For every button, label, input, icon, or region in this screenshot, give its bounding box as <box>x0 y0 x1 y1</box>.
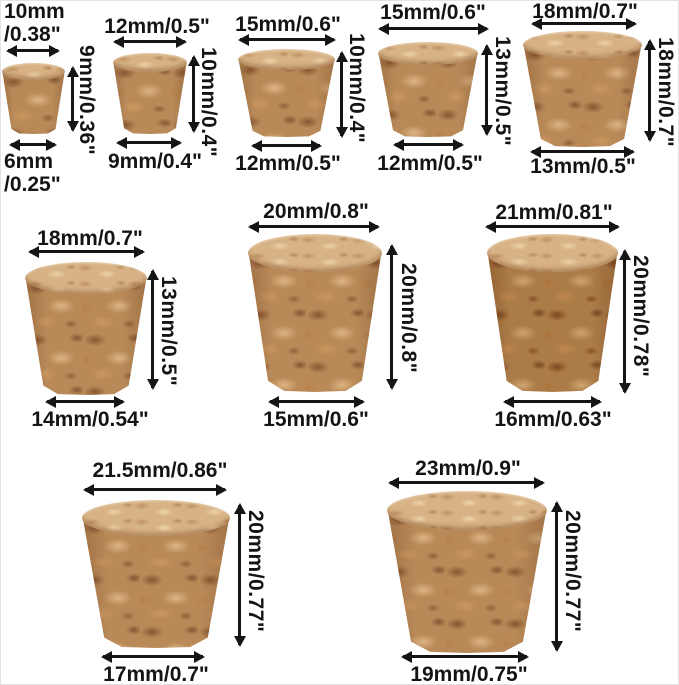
bottom-diameter-arrow-icon <box>393 138 464 151</box>
top-diameter-label: 21.5mm/0.86" <box>92 459 228 482</box>
bottom-diameter-label: 12mm/0.5" <box>235 152 341 175</box>
cork-top-surface <box>25 262 147 294</box>
height-label: 20mm/0.77" <box>244 510 267 633</box>
height-label: 10mm/0.4" <box>197 47 220 158</box>
cork-photo <box>378 42 478 137</box>
top-diameter-arrow-icon <box>248 220 380 233</box>
top-diameter-label: 15mm/0.6" <box>380 1 486 24</box>
cork-top-surface <box>2 63 65 81</box>
top-diameter-label: 15mm/0.6" <box>235 13 341 36</box>
height-arrow-icon <box>550 501 563 652</box>
bottom-diameter-label: 14mm/0.54" <box>31 408 149 431</box>
cork-side-surface <box>378 53 478 137</box>
height-label: 18mm/0.7" <box>654 37 677 148</box>
cork-top-surface <box>387 491 547 530</box>
top-diameter-arrow-icon <box>485 220 620 233</box>
height-label: 20mm/0.77" <box>561 510 584 633</box>
cork-photo <box>82 500 230 648</box>
top-diameter-label: 10mm /0.38" <box>4 0 65 46</box>
cork-side-surface <box>2 71 65 134</box>
cork-top-surface <box>113 53 187 73</box>
bottom-diameter-label: 6mm /0.25" <box>4 150 61 196</box>
top-diameter-arrow-icon <box>531 17 637 30</box>
height-label: 13mm/0.5" <box>491 36 514 147</box>
bottom-diameter-arrow-icon <box>530 145 635 158</box>
cork-photo <box>113 53 187 134</box>
cork-photo <box>248 234 382 392</box>
top-diameter-arrow-icon <box>388 476 545 489</box>
cork-photo <box>25 262 147 395</box>
cork-side-surface <box>113 62 187 134</box>
bottom-diameter-label: 9mm/0.4" <box>107 150 202 173</box>
top-diameter-label: 23mm/0.9" <box>415 457 521 480</box>
cork-top-surface <box>487 234 618 272</box>
height-label: 9mm/0.36" <box>75 45 98 156</box>
height-arrow-icon <box>618 249 631 394</box>
bottom-diameter-label: 13mm/0.5" <box>530 155 636 178</box>
top-diameter-arrow-icon <box>6 44 60 57</box>
cork-top-surface <box>248 234 382 272</box>
cork-top-surface <box>378 42 478 65</box>
cork-top-surface <box>238 49 335 71</box>
top-diameter-label: 18mm/0.7" <box>37 227 143 250</box>
cork-side-surface <box>523 44 642 147</box>
cork-side-surface <box>25 277 147 395</box>
height-arrow-icon <box>335 51 348 138</box>
cork-side-surface <box>82 517 230 648</box>
top-diameter-label: 12mm/0.5" <box>104 15 210 38</box>
cork-side-surface <box>387 510 547 653</box>
height-arrow-icon <box>146 269 159 390</box>
top-diameter-arrow-icon <box>113 35 187 48</box>
height-label: 13mm/0.5" <box>157 276 180 387</box>
bottom-diameter-arrow-icon <box>268 395 365 408</box>
height-arrow-icon <box>385 244 398 390</box>
height-arrow-icon <box>233 503 246 647</box>
top-diameter-arrow-icon <box>83 483 227 496</box>
height-label: 20mm/0.8" <box>397 263 420 374</box>
cork-photo <box>387 491 547 653</box>
height-arrow-icon <box>66 66 79 132</box>
cork-photo <box>238 49 335 137</box>
cork-photo <box>2 63 65 134</box>
height-label: 10mm/0.4" <box>345 33 368 144</box>
bottom-diameter-arrow-icon <box>401 650 529 663</box>
height-label: 20mm/0.78" <box>629 255 652 378</box>
bottom-diameter-label: 12mm/0.5" <box>377 152 483 175</box>
height-arrow-icon <box>643 39 656 142</box>
cork-side-surface <box>248 252 382 392</box>
height-arrow-icon <box>480 44 493 136</box>
bottom-diameter-arrow-icon <box>9 138 57 151</box>
top-diameter-arrow-icon <box>238 33 336 46</box>
cork-photo <box>487 234 618 392</box>
bottom-diameter-arrow-icon <box>503 395 602 408</box>
cork-photo <box>523 31 642 147</box>
cork-side-surface <box>487 252 618 392</box>
bottom-diameter-label: 16mm/0.63" <box>494 408 612 431</box>
bottom-diameter-label: 17mm/0.7" <box>103 663 209 685</box>
bottom-diameter-arrow-icon <box>251 139 322 152</box>
top-diameter-arrow-icon <box>28 245 145 258</box>
top-diameter-label: 20mm/0.8" <box>263 200 369 223</box>
height-arrow-icon <box>187 55 200 133</box>
bottom-diameter-arrow-icon <box>45 395 125 408</box>
bottom-diameter-label: 19mm/0.75" <box>410 663 528 685</box>
cork-side-surface <box>238 59 335 137</box>
bottom-diameter-arrow-icon <box>101 650 205 663</box>
bottom-diameter-arrow-icon <box>116 136 182 149</box>
cork-top-surface <box>523 31 642 59</box>
bottom-diameter-label: 15mm/0.6" <box>263 408 369 431</box>
top-diameter-label: 18mm/0.7" <box>532 0 638 23</box>
cork-top-surface <box>82 500 230 536</box>
top-diameter-arrow-icon <box>378 22 489 35</box>
top-diameter-label: 21mm/0.81" <box>495 201 613 224</box>
